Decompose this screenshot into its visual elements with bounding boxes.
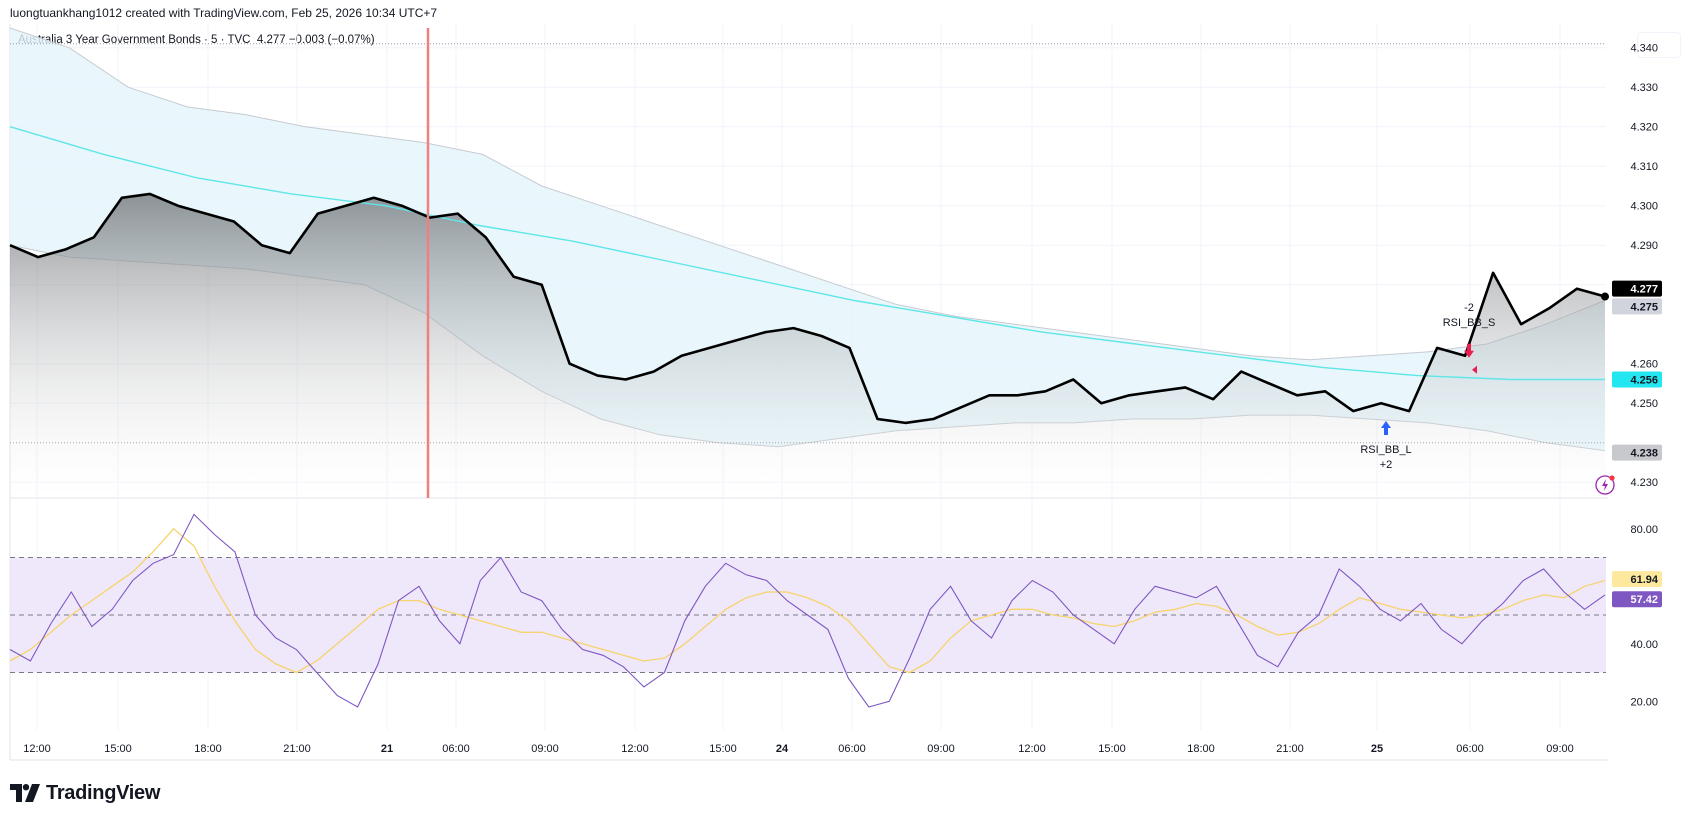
ma-value-tag: 4.256 (1630, 375, 1658, 387)
time-axis-tick: 18:00 (194, 743, 222, 755)
tradingview-logo-icon (10, 784, 40, 802)
rsi-value-tag: 57.42 (1630, 594, 1658, 606)
time-axis-tick: 18:00 (1187, 743, 1215, 755)
lightning-bolt-icon (1602, 479, 1608, 491)
price-line (9, 192, 1606, 425)
last-price-dot[interactable] (1601, 292, 1609, 301)
price-axis-tick: 4.300 (1630, 201, 1658, 213)
rsi-axis-tick: 80.00 (1630, 524, 1658, 536)
time-axis-tick: 09:00 (531, 743, 559, 755)
last-price-tag: 4.277 (1630, 284, 1658, 296)
price-axis-tick: 4.230 (1630, 477, 1658, 489)
upper-band-tag: 4.275 (1630, 301, 1658, 313)
tradingview-logo[interactable]: TradingView (10, 781, 160, 805)
rsi-line (9, 513, 1606, 708)
legend-last: 4.277 (256, 34, 286, 46)
time-axis-tick: 09:00 (927, 743, 955, 755)
moving-average-line (9, 126, 1605, 381)
time-axis-tick: 09:00 (1546, 743, 1574, 755)
bollinger-upper-line (9, 27, 1606, 361)
price-axis-tick: 4.250 (1630, 398, 1658, 410)
tradingview-logo-text: TradingView (46, 781, 161, 804)
time-axis-tick: 06:00 (1456, 743, 1484, 755)
legend-change: −0.003 (288, 34, 325, 46)
price-axis-tick: 4.290 (1630, 240, 1658, 252)
price-axis-tick: 4.260 (1630, 359, 1658, 371)
signal-long-label: RSI_BB_L (1360, 444, 1411, 456)
rsi-axis-tick: 20.00 (1630, 696, 1658, 708)
price-axis-tick: 4.330 (1630, 82, 1658, 94)
ma-value-tag-bg (1612, 371, 1662, 388)
attribution-text: luongtuankhang1012 created with TradingV… (10, 6, 438, 20)
last-price-tag-bg (1612, 280, 1662, 297)
time-axis-tick: 12:00 (621, 743, 649, 755)
price-axis-tick: 4.310 (1630, 161, 1658, 173)
price-axis-tick: 4.320 (1630, 122, 1658, 134)
long-signal-arrow-icon[interactable] (1381, 420, 1391, 435)
rsi-ma-tag-bg (1612, 571, 1662, 588)
rsi-ma-tag: 61.94 (1630, 574, 1658, 586)
time-axis-tick: 24 (776, 743, 789, 755)
time-axis-tick: 06:00 (442, 743, 470, 755)
signal-short-label: RSI_BB_S (1443, 317, 1496, 329)
alert-lightning-icon[interactable] (1595, 475, 1615, 495)
rsi-value-tag-bg (1612, 591, 1662, 608)
price-area-fill (10, 193, 1605, 498)
lower-band-tag-bg (1612, 444, 1662, 461)
lower-band-tag: 4.238 (1630, 448, 1658, 460)
short-signal-marker-icon (1472, 365, 1477, 374)
time-axis-tick: 12:00 (23, 743, 51, 755)
signal-long-qty: +2 (1380, 459, 1393, 471)
settings-box[interactable] (1637, 32, 1681, 58)
legend-change-pct: (−0.07%) (327, 34, 375, 46)
time-axis-tick: 21 (381, 743, 393, 755)
alert-dot-icon (1609, 475, 1615, 481)
rsi-ma-line (9, 527, 1606, 674)
short-signal-arrow-icon[interactable] (1464, 343, 1474, 358)
time-axis-tick: 15:00 (1098, 743, 1126, 755)
time-axis-tick: 21:00 (283, 743, 311, 755)
time-axis-tick: 21:00 (1276, 743, 1304, 755)
time-axis-tick: 12:00 (1018, 743, 1046, 755)
price-axis-tick: 4.340 (1630, 43, 1658, 55)
upper-band-tag-bg (1612, 298, 1662, 315)
signal-short-qty: -2 (1464, 302, 1474, 314)
time-axis-tick: 06:00 (838, 743, 866, 755)
rsi-axis-tick: 40.00 (1630, 639, 1658, 651)
time-axis-tick: 15:00 (709, 743, 737, 755)
time-axis-tick: 15:00 (104, 743, 132, 755)
time-axis-tick: 25 (1371, 743, 1383, 755)
